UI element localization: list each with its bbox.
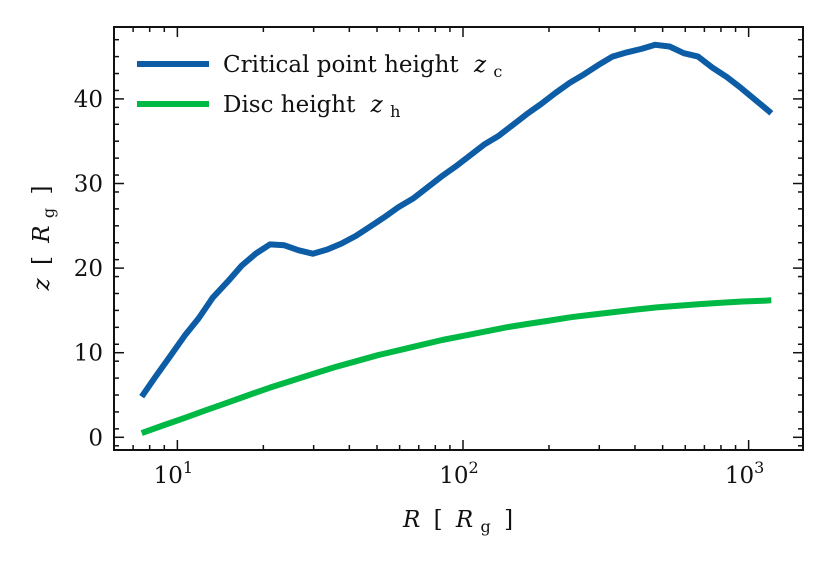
- legend-label-disc-height: Disc height z h: [223, 92, 400, 121]
- y-tick-label: 0: [88, 425, 103, 451]
- x-axis-label: R [ R g ]: [402, 507, 513, 538]
- y-tick-label: 40: [74, 87, 103, 113]
- x-tick-label: 101: [154, 458, 193, 489]
- legend-label-critical-point: Critical point height z c: [223, 52, 502, 81]
- y-tick-label: 30: [74, 172, 103, 198]
- y-axis-label: z [ R g ]: [29, 186, 60, 292]
- x-tick-label: 102: [439, 458, 478, 489]
- y-tick-label: 10: [74, 341, 103, 367]
- x-tick-label: 103: [725, 458, 764, 489]
- axis-ticks: [113, 27, 803, 450]
- plot-frame: [113, 26, 804, 451]
- legend: Critical point height z c Disc height z …: [137, 52, 502, 121]
- y-tick-label: 20: [74, 256, 103, 282]
- series-line-critical-point-height: [139, 41, 774, 399]
- tick-labels: 101 102 103 0 10 20 30 40: [74, 87, 765, 489]
- series-layer: [139, 41, 774, 436]
- series-line-disc-height: [140, 297, 772, 436]
